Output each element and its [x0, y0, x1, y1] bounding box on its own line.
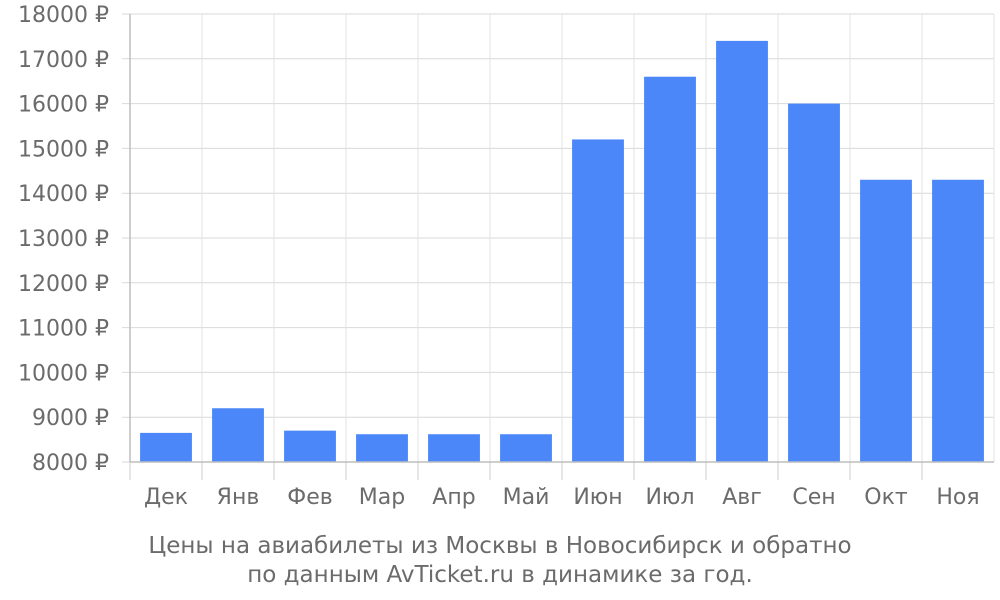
x-tick-label: Янв — [217, 485, 260, 510]
x-tick-label: Фев — [287, 485, 332, 510]
x-tick-label: Мар — [359, 485, 405, 510]
x-tick-label: Июн — [573, 485, 622, 510]
x-tick-label: Май — [503, 485, 550, 510]
y-tick-label: 16000 ₽ — [18, 93, 109, 118]
y-tick-label: 17000 ₽ — [18, 48, 109, 73]
bar-10 — [788, 103, 840, 462]
bars — [140, 40, 984, 462]
bar-3 — [284, 430, 336, 462]
x-tick-label: Сен — [792, 485, 835, 510]
x-tick-label: Июл — [645, 485, 694, 510]
bar-4 — [356, 434, 408, 462]
y-tick-label: 18000 ₽ — [18, 3, 109, 28]
x-tick-label: Ноя — [936, 485, 979, 510]
y-tick-label: 14000 ₽ — [18, 182, 109, 207]
x-tick-label: Авг — [722, 485, 762, 510]
bar-8 — [644, 76, 696, 462]
bar-5 — [428, 434, 480, 462]
y-tick-label: 13000 ₽ — [18, 227, 109, 252]
bar-2 — [212, 408, 264, 462]
y-tick-label: 10000 ₽ — [18, 361, 109, 386]
x-tick-label: Апр — [432, 485, 475, 510]
chart-caption-line-2: по данным AvTicket.ru в динамике за год. — [247, 562, 753, 588]
axes — [129, 14, 994, 480]
y-tick-label: 15000 ₽ — [18, 137, 109, 162]
y-tick-labels: 8000 ₽ 9000 ₽ 10000 ₽ 11000 ₽ 12000 ₽ 13000 ₽… — [18, 3, 109, 476]
x-tick-label: Окт — [864, 485, 908, 510]
y-tick-label: 9000 ₽ — [32, 406, 109, 431]
bar-7 — [572, 139, 624, 462]
y-tick-label: 8000 ₽ — [32, 451, 109, 476]
chart-caption-line-1: Цены на авиабилеты из Москвы в Новосибир… — [148, 533, 852, 559]
bar-12 — [932, 179, 984, 462]
bar-9 — [716, 40, 768, 462]
x-tick-labels: Дек Янв Фев Мар Апр Май Июн Июл Авг Сен Окт Ноя — [144, 485, 980, 510]
bar-6 — [500, 434, 552, 462]
y-tick-label: 11000 ₽ — [18, 317, 109, 342]
x-tick-label: Дек — [144, 485, 188, 510]
price-bar-chart: 8000 ₽ 9000 ₽ 10000 ₽ 11000 ₽ 12000 ₽ 13000 ₽… — [18, 3, 995, 510]
bar-11 — [860, 179, 912, 462]
bar-1 — [140, 432, 192, 462]
y-tick-label: 12000 ₽ — [18, 272, 109, 297]
